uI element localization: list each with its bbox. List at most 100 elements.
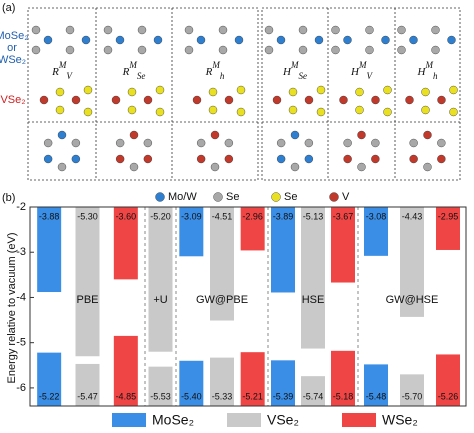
structure-label-sub: V — [66, 71, 73, 81]
value-label: -5.53 — [150, 391, 171, 401]
atom — [365, 45, 374, 55]
cbm-bar — [271, 207, 295, 293]
atom — [196, 154, 206, 164]
atom — [355, 87, 364, 97]
atom — [421, 105, 430, 115]
vbm-bar — [75, 363, 100, 406]
atom — [43, 154, 53, 164]
atom — [55, 87, 65, 97]
cbm-bar — [210, 207, 234, 321]
row-label: or — [7, 42, 17, 54]
y-tick-label: -2 — [16, 201, 26, 213]
atom — [331, 25, 340, 35]
structure-label-sub: h — [220, 71, 225, 81]
structure-label-sub: Se — [298, 71, 307, 81]
vbm-bar — [271, 360, 295, 406]
atom — [115, 154, 125, 164]
atom — [184, 25, 194, 35]
y-tick-label: -6 — [16, 382, 26, 394]
atom — [57, 130, 67, 140]
atom — [371, 138, 380, 148]
category-label: PBE — [76, 294, 98, 306]
legend-swatch — [342, 413, 376, 427]
vbm-bar — [364, 364, 388, 406]
atom — [43, 138, 53, 148]
value-label: -2.96 — [242, 211, 263, 221]
atom — [298, 25, 308, 35]
atom — [184, 45, 194, 55]
atom — [409, 35, 418, 45]
value-label: -3.60 — [116, 211, 137, 221]
atom — [155, 85, 165, 95]
structure-label-sup: M — [128, 60, 137, 70]
value-label: -5.70 — [402, 391, 423, 401]
value-label: -5.22 — [39, 391, 60, 401]
atom — [153, 35, 163, 45]
atom — [43, 35, 53, 45]
atom — [236, 85, 246, 95]
value-label: -4.43 — [402, 211, 423, 221]
atom — [383, 107, 392, 117]
atom — [288, 87, 298, 97]
structure-label: HMSe — [282, 60, 307, 81]
cbm-bar — [364, 207, 388, 256]
atom — [437, 95, 446, 105]
legend-label: WSe₂ — [382, 412, 418, 428]
atom — [83, 85, 93, 95]
row-label: WSe₂ — [0, 54, 26, 66]
row-label: MoSe₂ — [0, 30, 29, 42]
structure-label-base: H — [282, 66, 292, 78]
legend-swatch — [329, 192, 339, 202]
value-label: -5.21 — [242, 391, 263, 401]
value-label: -5.20 — [150, 211, 171, 221]
atom — [83, 107, 93, 117]
atom — [409, 138, 418, 148]
vbm-bar — [37, 352, 62, 406]
cbm-bar — [301, 207, 325, 349]
structure-label-sup: M — [290, 60, 299, 70]
cbm-bar — [148, 207, 173, 352]
atom — [431, 45, 440, 55]
structure-label: RMh — [205, 60, 225, 81]
value-label: -5.48 — [366, 391, 387, 401]
atom — [272, 95, 282, 105]
atom — [208, 87, 218, 97]
atom — [196, 35, 206, 45]
vbm-bar — [113, 335, 138, 406]
atom — [210, 130, 220, 140]
vbm-bar — [331, 350, 355, 406]
legend-swatch — [155, 192, 165, 202]
value-label: -3.89 — [273, 211, 294, 221]
cbm-bar — [179, 207, 204, 257]
structure-label-sup: M — [424, 60, 433, 70]
atom — [236, 107, 246, 117]
atom — [339, 95, 348, 105]
structure-label: RMV — [51, 60, 73, 81]
atom — [137, 45, 147, 55]
atom — [127, 105, 137, 115]
atom — [192, 95, 202, 105]
legend-swatch — [213, 192, 223, 202]
atom — [421, 87, 430, 97]
structure-label: RMSe — [122, 60, 146, 81]
value-label: -5.30 — [77, 211, 98, 221]
atom — [127, 87, 137, 97]
atom — [304, 154, 314, 164]
value-label: -4.51 — [212, 211, 233, 221]
atom — [129, 162, 139, 172]
atom — [423, 130, 432, 140]
category-label: HSE — [302, 294, 325, 306]
legend-label: VSe₂ — [267, 412, 299, 428]
legend-label: V — [342, 191, 350, 203]
atom — [276, 35, 286, 45]
atom — [31, 45, 41, 55]
atom — [288, 105, 298, 115]
atom — [218, 25, 228, 35]
vbm-bar — [210, 357, 234, 406]
cbm-bar — [113, 207, 138, 280]
structure-label-base: H — [417, 66, 427, 78]
legend-swatch — [227, 413, 261, 427]
atom — [103, 45, 113, 55]
value-label: -5.39 — [273, 391, 294, 401]
